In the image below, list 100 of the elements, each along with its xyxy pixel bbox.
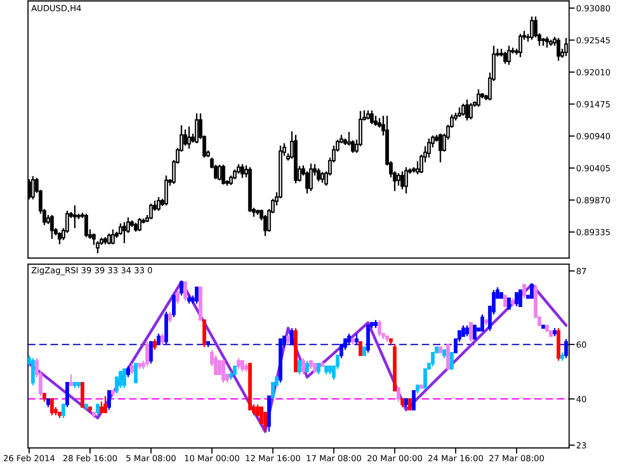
- candlestick: [138, 217, 142, 232]
- candlestick: [222, 164, 226, 186]
- candlestick: [309, 162, 313, 192]
- candlestick: [130, 362, 134, 376]
- candlestick: [152, 338, 157, 351]
- candlestick: [103, 395, 108, 414]
- y-tick-label: 0.92010: [576, 69, 610, 76]
- candlestick: [347, 332, 351, 346]
- candlestick: [472, 324, 477, 340]
- candlestick: [503, 51, 507, 64]
- y-tick-label: 0.90940: [576, 133, 610, 140]
- y-tick-label: 0.91475: [576, 101, 610, 108]
- candlestick: [358, 341, 362, 356]
- candlestick: [370, 110, 374, 125]
- candlestick: [107, 232, 111, 245]
- candlestick: [65, 382, 70, 408]
- candlestick: [469, 322, 473, 342]
- candlestick: [126, 366, 130, 378]
- candlestick: [69, 374, 73, 386]
- candlestick: [118, 370, 122, 389]
- candlestick: [427, 138, 431, 158]
- y-tick-label: 0.89335: [576, 229, 610, 236]
- candlestick: [168, 311, 172, 324]
- candlestick: [96, 404, 100, 416]
- candlestick: [396, 387, 400, 402]
- candlestick: [514, 292, 518, 308]
- candlestick: [194, 112, 199, 144]
- candlestick: [378, 319, 382, 337]
- candlestick: [556, 37, 560, 62]
- candlestick: [260, 406, 264, 424]
- candlestick: [518, 289, 522, 307]
- x-tick-label: 24 Mar 16:00: [428, 455, 483, 462]
- candlestick: [530, 16, 534, 40]
- y-tick-label: 87: [576, 268, 586, 274]
- candlestick: [354, 332, 358, 346]
- candlestick: [58, 232, 62, 245]
- y-tick-label: 0.93080: [576, 5, 610, 12]
- x-tick-label: 17 Mar 08:00: [306, 455, 362, 462]
- x-tick-label: 27 Mar 08:00: [489, 455, 544, 462]
- candlestick: [107, 390, 111, 410]
- candlestick: [408, 398, 412, 410]
- candlestick: [320, 171, 324, 184]
- candlestick: [240, 360, 244, 372]
- x-tick-label: 20 Mar 00:00: [368, 455, 422, 462]
- candlestick: [145, 341, 150, 367]
- candlestick: [290, 327, 294, 346]
- candlestick: [84, 213, 88, 238]
- candlestick: [156, 332, 160, 346]
- candlestick: [416, 160, 420, 176]
- y-tick-label: 23: [576, 442, 586, 448]
- candlestick: [172, 294, 176, 318]
- candlestick: [160, 332, 164, 346]
- y-tick-label: 60: [576, 341, 586, 348]
- candlestick: [396, 172, 400, 186]
- candlestick: [480, 314, 484, 332]
- candlestick: [176, 289, 180, 304]
- candlestick: [458, 106, 462, 118]
- candlestick: [465, 98, 469, 122]
- candlestick: [438, 132, 442, 164]
- candlestick: [316, 168, 320, 182]
- candlestick: [476, 88, 480, 108]
- candlestick: [301, 357, 306, 376]
- y-tick-label: 0.90405: [576, 165, 610, 172]
- x-tick-label: 12 Mar 16:00: [246, 455, 300, 462]
- candlestick: [404, 166, 408, 194]
- candlestick: [187, 126, 191, 150]
- candlestick: [530, 284, 534, 299]
- candlestick: [507, 45, 511, 66]
- candlestick: [240, 163, 244, 179]
- candlestick: [507, 298, 511, 310]
- candlestick: [149, 202, 153, 220]
- candlestick: [122, 368, 126, 389]
- candlestick: [298, 360, 302, 376]
- candlestick: [236, 357, 240, 370]
- candlestick: [111, 228, 115, 245]
- candlestick: [461, 103, 466, 116]
- candlestick: [503, 294, 507, 307]
- candlestick: [100, 400, 104, 414]
- candlestick: [469, 102, 473, 120]
- candlestick: [305, 360, 309, 372]
- chart-title: AUDUSD,H4: [31, 4, 82, 12]
- candlestick: [545, 36, 549, 48]
- candlestick: [134, 362, 138, 384]
- candlestick: [400, 170, 404, 190]
- candlestick: [92, 232, 96, 246]
- candlestick: [50, 214, 54, 240]
- candlestick: [180, 281, 184, 296]
- x-tick-label: 5 Mar 08:00: [126, 455, 176, 462]
- y-tick-label: 40: [576, 396, 586, 402]
- candlestick: [218, 164, 222, 181]
- x-tick-label: 10 Mar 00:00: [185, 455, 240, 462]
- candlestick: [72, 204, 77, 229]
- candlestick: [222, 360, 226, 384]
- candlestick: [465, 324, 469, 337]
- y-tick-label: 0.92545: [576, 37, 610, 44]
- candlestick: [461, 324, 466, 337]
- x-tick-label: 26 Feb 2014: [4, 454, 55, 462]
- candlestick: [183, 281, 188, 302]
- y-tick-label: 0.89870: [576, 197, 610, 204]
- candlestick: [564, 338, 568, 359]
